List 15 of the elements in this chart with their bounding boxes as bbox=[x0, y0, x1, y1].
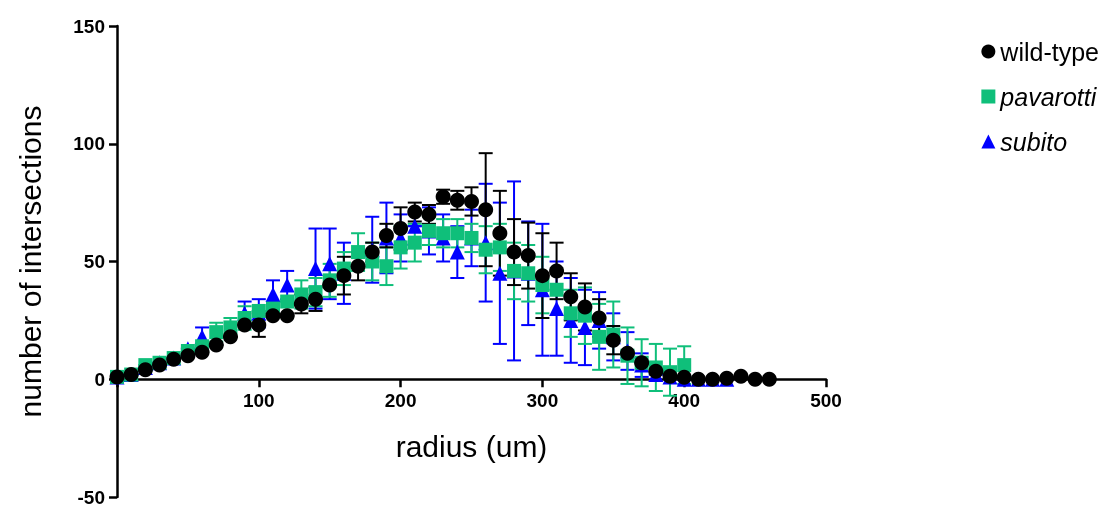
y-axis-title: number of intersections bbox=[13, 105, 47, 418]
x-axis-title: radius (um) bbox=[395, 429, 548, 463]
y-tick-label: 50 bbox=[83, 251, 105, 272]
y-tick-label: -50 bbox=[77, 486, 105, 508]
y-tick-label: 0 bbox=[94, 368, 105, 390]
x-tick-label: 300 bbox=[526, 390, 559, 412]
x-tick-label: 200 bbox=[384, 390, 417, 412]
legend-label: subito bbox=[1000, 127, 1068, 156]
x-tick-label: 500 bbox=[810, 390, 842, 412]
legend-label: pavarotti bbox=[999, 82, 1098, 111]
y-tick-label: 100 bbox=[73, 133, 105, 155]
x-tick-label: 100 bbox=[242, 390, 275, 412]
y-tick-label: 150 bbox=[73, 15, 105, 37]
legend-label: wild-type bbox=[999, 37, 1100, 66]
x-tick-label: 400 bbox=[668, 390, 701, 412]
